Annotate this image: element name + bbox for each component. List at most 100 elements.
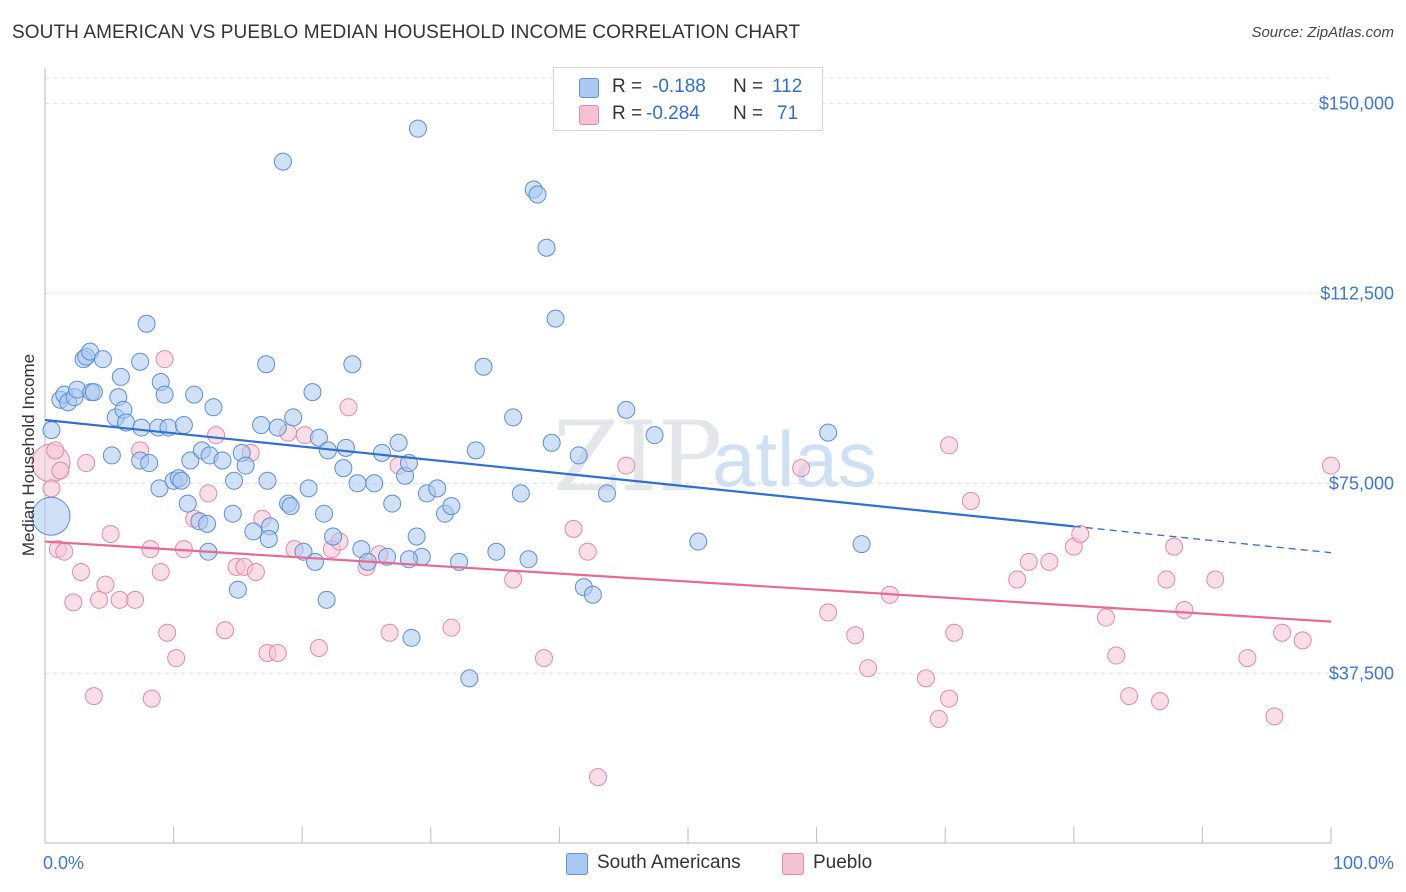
south-americans-point xyxy=(306,552,325,571)
legend-n-label: N = xyxy=(733,103,764,124)
pueblo-point xyxy=(1096,608,1115,627)
south-americans-point xyxy=(407,527,426,546)
south-americans-point xyxy=(460,669,479,688)
south-americans-point xyxy=(569,446,588,465)
south-americans-point xyxy=(213,451,232,470)
pueblo-point xyxy=(792,459,811,478)
south-americans-point xyxy=(204,398,223,417)
pueblo-point xyxy=(268,644,287,663)
south-americans-point xyxy=(504,408,523,427)
south-americans-point xyxy=(281,497,300,516)
source-label: Source: ZipAtlas.com xyxy=(1251,24,1394,41)
south-americans-point xyxy=(645,426,664,445)
pueblo-point xyxy=(1238,649,1257,668)
legend-row-pueblo: R = -0.284 N = 71 xyxy=(554,101,822,129)
pueblo-point xyxy=(216,621,235,640)
pueblo-point xyxy=(961,492,980,511)
pueblo-point xyxy=(64,593,83,612)
south-americans-point xyxy=(131,352,150,371)
pueblo-point xyxy=(246,562,265,581)
legend-label: South Americans xyxy=(597,852,741,873)
south-americans-point xyxy=(583,585,602,604)
pueblo-point xyxy=(199,484,218,503)
south-americans-point xyxy=(852,535,871,554)
south-americans-point xyxy=(137,314,156,333)
pueblo-point xyxy=(442,618,461,637)
south-americans-point xyxy=(102,446,121,465)
y-tick-label: $37,500 xyxy=(1329,663,1394,683)
south-americans-point xyxy=(315,504,334,523)
south-americans-point xyxy=(181,451,200,470)
pueblo-point xyxy=(1150,692,1169,711)
pueblo-point xyxy=(142,689,161,708)
south-americans-point xyxy=(172,471,191,490)
legend-r-value: -0.188 xyxy=(652,76,706,97)
correlation-legend: R = -0.188 N = 112 R = -0.284 N = 71 xyxy=(553,67,823,131)
pueblo-point xyxy=(945,623,964,642)
south-americans-point xyxy=(268,418,287,437)
legend-row-south-americans: R = -0.188 N = 112 xyxy=(554,74,822,102)
pueblo-point xyxy=(42,479,61,498)
x-tick-max: 100.0% xyxy=(1333,853,1394,873)
south-americans-point xyxy=(597,484,616,503)
south-americans-point xyxy=(42,421,61,440)
legend-n-label: N = xyxy=(733,76,764,97)
pueblo-point xyxy=(1273,623,1292,642)
south-americans-point xyxy=(309,428,328,447)
pueblo-point xyxy=(72,562,91,581)
pueblo-point xyxy=(819,603,838,622)
south-americans-point xyxy=(402,628,421,647)
pueblo-point xyxy=(126,590,145,609)
pueblo-point xyxy=(929,709,948,728)
pueblo-point xyxy=(309,638,328,657)
south-americans-point xyxy=(132,418,151,437)
south-americans-point xyxy=(174,416,193,435)
south-americans-point xyxy=(244,522,263,541)
pueblo-point xyxy=(1293,631,1312,650)
legend-r-value: -0.284 xyxy=(646,103,700,124)
south-americans-point xyxy=(299,479,318,498)
y-tick-label: $150,000 xyxy=(1319,93,1394,113)
south-americans-point xyxy=(474,357,493,376)
pueblo-point xyxy=(380,623,399,642)
legend-swatch-pink xyxy=(579,105,599,125)
pueblo-point xyxy=(167,649,186,668)
pueblo-point xyxy=(90,590,109,609)
south-americans-trend-line xyxy=(44,418,1074,528)
south-americans-point xyxy=(303,383,322,402)
pueblo-point xyxy=(1206,570,1225,589)
pueblo-point xyxy=(155,350,174,369)
south-americans-point xyxy=(689,532,708,551)
south-americans-point xyxy=(198,514,217,533)
watermark-atlas: atlas xyxy=(712,415,877,503)
x-tick-min: 0.0% xyxy=(43,853,84,873)
south-americans-point xyxy=(408,119,427,138)
south-americans-point xyxy=(542,433,561,452)
y-tick-label: $112,500 xyxy=(1320,283,1394,303)
legend-r-label: R = xyxy=(612,76,643,97)
south-americans-point xyxy=(546,309,565,328)
south-americans-point xyxy=(348,474,367,493)
south-americans-point xyxy=(324,527,343,546)
south-americans-point xyxy=(819,423,838,442)
south-americans-point xyxy=(334,459,353,478)
legend-n-value: 112 xyxy=(772,76,803,97)
south-americans-point xyxy=(258,471,277,490)
pueblo-point xyxy=(96,575,115,594)
south-americans-point xyxy=(93,350,112,369)
south-americans-trend-extension xyxy=(1073,525,1332,554)
south-americans-point xyxy=(511,484,530,503)
pueblo-point xyxy=(84,687,103,706)
pueblo-point xyxy=(151,562,170,581)
pueblo-point xyxy=(940,689,959,708)
pueblo-point xyxy=(1120,687,1139,706)
pueblo-point xyxy=(1040,552,1059,571)
y-axis-label: Median Household Income xyxy=(19,354,38,556)
pueblo-point xyxy=(46,441,65,460)
legend-label: Pueblo xyxy=(813,852,873,873)
pueblo-point xyxy=(1071,524,1090,543)
south-americans-point xyxy=(259,530,278,549)
data-points xyxy=(31,119,1340,787)
south-americans-point xyxy=(236,456,255,475)
south-americans-point xyxy=(466,441,485,460)
